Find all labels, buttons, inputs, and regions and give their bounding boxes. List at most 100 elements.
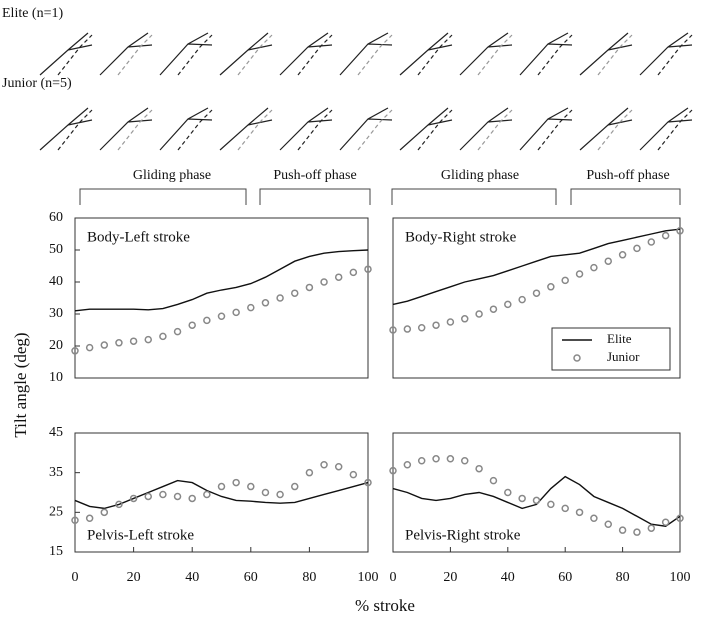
- y-tick-label: 15: [49, 544, 63, 559]
- y-axis-label: Tilt angle (deg): [11, 332, 30, 437]
- series-point: [475, 464, 483, 473]
- series-point: [618, 251, 627, 259]
- legend-swatch: [573, 354, 581, 362]
- series-point: [364, 478, 372, 487]
- phase-label: Push-off phase: [586, 168, 669, 183]
- stick-figure: [579, 107, 633, 151]
- y-tick-label: 20: [49, 338, 63, 353]
- series-point: [518, 295, 526, 304]
- series-point: [203, 316, 211, 325]
- stick-figure: [399, 32, 453, 76]
- stick-figure: [339, 32, 393, 76]
- series-point: [159, 490, 167, 499]
- series-point: [532, 289, 541, 297]
- stick-figure: [297, 109, 333, 151]
- stick-figure: [237, 34, 273, 76]
- stick-figure: [279, 32, 333, 76]
- row-label: Junior (n=5): [2, 76, 72, 91]
- x-tick-label: 20: [127, 570, 141, 585]
- series-point: [461, 457, 469, 465]
- series-point: [188, 494, 196, 503]
- stick-figures: [39, 32, 693, 151]
- stick-figure: [477, 109, 513, 151]
- series-point: [261, 299, 270, 307]
- series-point: [247, 482, 255, 491]
- series-point: [389, 326, 397, 334]
- series-point: [159, 332, 167, 341]
- series-line: [392, 475, 681, 527]
- stick-figure: [99, 107, 153, 151]
- series-point: [320, 460, 328, 469]
- stick-figure: [537, 109, 573, 151]
- stick-figure: [117, 34, 153, 76]
- stick-figure: [39, 107, 93, 151]
- series-point: [647, 524, 656, 532]
- series-point: [261, 488, 270, 497]
- stick-figure: [117, 109, 153, 151]
- series-point: [561, 504, 569, 513]
- series-point: [71, 347, 79, 355]
- x-tick-label: 60: [244, 570, 258, 585]
- stick-figure: [357, 34, 393, 76]
- stick-figure: [537, 34, 573, 76]
- series-point: [432, 455, 440, 463]
- series-point: [661, 518, 670, 526]
- x-tick-label: 80: [302, 570, 316, 585]
- series-point: [432, 321, 440, 329]
- series-point: [504, 488, 512, 497]
- series-point: [647, 238, 656, 246]
- series-point: [618, 526, 627, 534]
- series-point: [232, 308, 240, 317]
- series-point: [100, 341, 109, 349]
- series-point: [349, 470, 358, 479]
- stick-figure: [177, 109, 213, 151]
- x-tick-label: 40: [185, 570, 199, 585]
- stick-figure: [579, 32, 633, 76]
- stick-figure: [237, 109, 273, 151]
- series-point: [305, 283, 314, 292]
- series-point: [446, 455, 455, 463]
- stick-figure: [297, 34, 333, 76]
- series-point: [661, 231, 670, 240]
- series-point: [100, 508, 109, 517]
- stick-figure: [57, 109, 93, 151]
- series-point: [129, 494, 138, 503]
- x-tick-label: 20: [443, 570, 457, 585]
- stick-figure: [279, 107, 333, 151]
- y-tick-label: 50: [49, 242, 63, 257]
- series-point: [590, 263, 598, 272]
- stick-figure: [657, 34, 693, 76]
- stick-figure: [597, 109, 633, 151]
- series-point: [475, 310, 483, 318]
- series-point: [188, 321, 196, 329]
- series-point: [247, 303, 255, 312]
- stick-figure: [417, 34, 453, 76]
- phase-label: Gliding phase: [441, 168, 519, 183]
- series-point: [547, 500, 555, 509]
- panel-title: Body-Left stroke: [87, 229, 190, 245]
- legend-label: Elite: [607, 331, 632, 346]
- series-point: [203, 490, 211, 499]
- stick-figure: [399, 107, 453, 151]
- series-point: [518, 494, 526, 503]
- stick-figure: [159, 32, 213, 76]
- series-point: [676, 514, 684, 523]
- stick-figure: [417, 109, 453, 151]
- stick-figure: [657, 109, 693, 151]
- stick-figure: [639, 32, 693, 76]
- series-point: [489, 476, 498, 485]
- series-point: [173, 327, 182, 336]
- series-point: [575, 270, 584, 278]
- stick-figure: [459, 32, 513, 76]
- series-point: [575, 508, 584, 517]
- y-tick-label: 25: [49, 505, 63, 520]
- series-point: [334, 462, 343, 471]
- y-tick-label: 60: [49, 210, 63, 225]
- y-tick-label: 30: [49, 306, 63, 321]
- y-tick-label: 40: [49, 274, 63, 289]
- series-point: [504, 300, 512, 309]
- stick-figure: [597, 34, 633, 76]
- panel-title: Pelvis-Left stroke: [87, 527, 194, 543]
- series-point: [85, 514, 94, 523]
